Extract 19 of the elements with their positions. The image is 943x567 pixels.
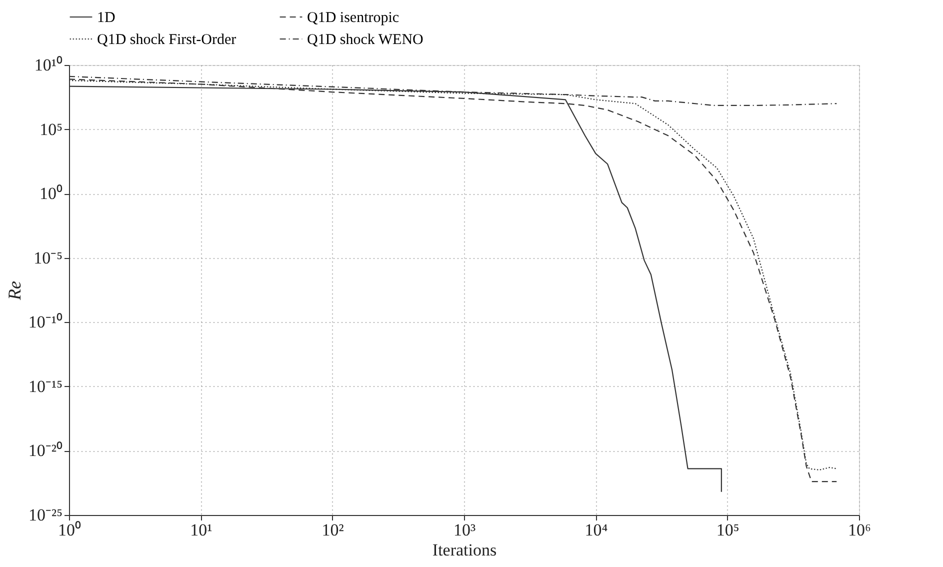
y-tick-label: 10⁻⁵	[34, 248, 63, 268]
legend-label: Q1D isentropic	[307, 10, 400, 26]
legend-label: 1D	[97, 10, 116, 26]
legend-label: Q1D shock First-Order	[97, 32, 236, 48]
legend-label: Q1D shock WENO	[307, 32, 424, 48]
y-tick-label: 10⁻¹⁰	[28, 312, 62, 332]
x-tick-label: 10⁶	[848, 520, 872, 540]
y-tick-label: 10⁰	[40, 184, 62, 204]
x-tick-label: 10¹	[190, 520, 212, 540]
y-tick-label: 10⁵	[40, 120, 63, 139]
y-tick-label: 10¹⁰	[34, 56, 62, 74]
x-axis-title: Iterations	[432, 540, 497, 560]
x-tick-label: 10⁴	[584, 520, 608, 540]
y-tick-label: 10⁻¹⁵	[28, 376, 63, 396]
x-tick-label: 10³	[453, 520, 476, 540]
x-tick-label: 10⁵	[716, 520, 740, 540]
y-tick-label: 10⁻²⁰	[28, 441, 62, 460]
x-tick-label: 10²	[322, 520, 344, 540]
y-axis-title: Re	[4, 280, 24, 301]
